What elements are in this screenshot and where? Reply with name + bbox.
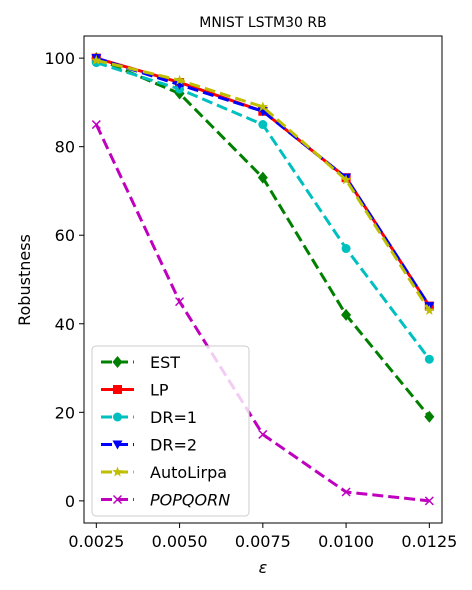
- legend-marker: [112, 494, 123, 505]
- x-axis: 0.0025 0.0050 0.0075 0.0100 0.0125: [68, 523, 457, 551]
- y-tick-label: 60: [55, 226, 75, 245]
- legend-item-est: EST: [101, 353, 180, 372]
- data-point: [424, 354, 434, 364]
- legend-marker: [113, 385, 122, 394]
- legend-label: AutoLirpa: [150, 463, 227, 482]
- data-point: [257, 171, 268, 184]
- x-tick-label: 0.0100: [318, 532, 374, 551]
- y-tick-label: 80: [55, 138, 75, 157]
- legend-marker: [112, 356, 123, 368]
- plot-area: [91, 52, 435, 506]
- chart-title: MNIST LSTM30 RB: [199, 15, 326, 31]
- data-point: [424, 496, 434, 506]
- legend-marker: [112, 440, 123, 450]
- legend-label: LP: [150, 381, 169, 400]
- data-point: [174, 74, 185, 85]
- x-tick-label: 0.0050: [152, 532, 208, 551]
- data-point: [341, 487, 351, 497]
- data-point: [424, 410, 435, 423]
- data-point: [341, 308, 352, 321]
- x-tick-label: 0.0125: [401, 532, 457, 551]
- series-line-dr-2: [95, 56, 431, 307]
- data-point: [91, 54, 102, 65]
- legend-label: DR=2: [150, 436, 197, 455]
- legend-item-dr-1: DR=1: [101, 408, 197, 427]
- legend-marker: [112, 466, 123, 477]
- series-line-autolirpa: [95, 58, 431, 312]
- x-tick-label: 0.0025: [68, 532, 124, 551]
- y-tick-label: 20: [55, 403, 75, 422]
- y-tick-label: 0: [65, 492, 75, 511]
- data-point: [424, 304, 435, 315]
- legend-marker: [113, 412, 122, 422]
- legend-label: DR=1: [150, 408, 197, 427]
- series-popqorn: [91, 120, 434, 506]
- legend: EST LP DR=1 DR=2 AutoLirpa POPQORN: [91, 345, 250, 517]
- legend-item-lp: LP: [101, 381, 169, 400]
- y-axis-title: Robustness: [15, 234, 34, 326]
- data-point: [91, 120, 101, 130]
- y-tick-label: 40: [55, 315, 75, 334]
- legend-label: POPQORN: [150, 491, 230, 510]
- data-point: [175, 297, 185, 307]
- data-point: [257, 101, 269, 112]
- legend-item-popqorn: POPQORN: [101, 491, 230, 510]
- data-point: [258, 429, 268, 439]
- data-point: [258, 120, 268, 130]
- legend-label: EST: [150, 353, 180, 372]
- data-point: [340, 174, 352, 185]
- legend-item-autolirpa: AutoLirpa: [101, 463, 227, 482]
- y-tick-label: 100: [44, 49, 75, 68]
- series-autolirpa: [91, 54, 435, 315]
- y-axis: 0 20 40 60 80 100: [44, 49, 84, 511]
- x-tick-label: 0.0075: [235, 532, 291, 551]
- x-axis-title: ε: [259, 558, 268, 577]
- data-point: [341, 244, 351, 254]
- legend-item-dr-2: DR=2: [101, 436, 197, 455]
